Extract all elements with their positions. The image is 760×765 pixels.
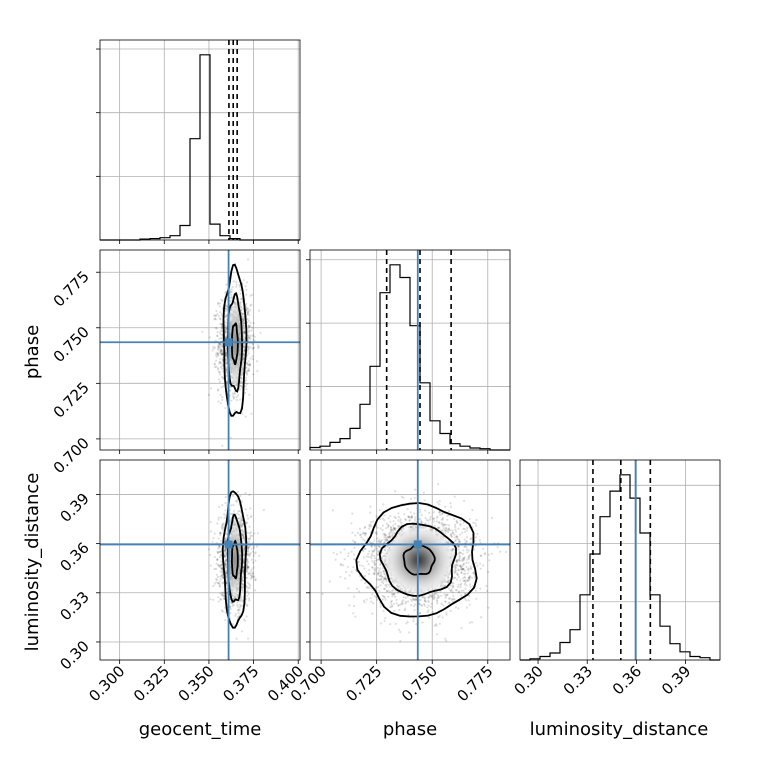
x-tick-label-geocent-time-3: 0.375 <box>219 662 262 705</box>
truth-marker-20 <box>225 540 233 548</box>
x-tick-label-geocent-time-1: 0.325 <box>130 662 173 705</box>
y-tick-label-phase-3: 0.775 <box>50 267 93 310</box>
panel-2d-geocent-time-phase: 0.700 0.725 0.750 0.775 <box>50 250 300 477</box>
x-tick-label-luminosity-distance-0: 0.30 <box>511 662 547 698</box>
y-tick-label-phase-1: 0.725 <box>50 378 93 421</box>
x-tick-label-geocent-time-0: 0.300 <box>85 662 128 705</box>
y-tick-label-luminosity-distance-0: 0.30 <box>56 637 92 673</box>
y-tick-label-phase-2: 0.750 <box>50 323 93 366</box>
x-axis-label-geocent-time: geocent_time <box>139 719 262 740</box>
density-21 <box>322 483 508 642</box>
density-10 <box>201 258 261 447</box>
panel-2d-phase-luminosity-distance <box>306 460 510 664</box>
y-tick-label-luminosity-distance-1: 0.33 <box>56 588 92 624</box>
hist-bars-luminosity-distance <box>520 475 720 660</box>
y-axis-label-phase: phase <box>22 325 43 379</box>
x-axis-label-luminosity-distance: luminosity_distance <box>530 719 709 740</box>
panel-hist-luminosity-distance <box>516 460 720 664</box>
frame-10 <box>100 250 300 450</box>
x-tick-label-luminosity-distance-1: 0.33 <box>560 662 596 698</box>
x-tick-label-geocent-time-2: 0.350 <box>175 662 218 705</box>
panel-hist-geocent-time <box>96 40 300 244</box>
x-tick-label-luminosity-distance-3: 0.39 <box>658 662 694 698</box>
y-tick-label-luminosity-distance-2: 0.36 <box>56 539 92 575</box>
y-axis-label-luminosity-distance: luminosity_distance <box>22 473 43 652</box>
truth-marker-21 <box>414 540 422 548</box>
hist-bars-phase <box>310 265 510 450</box>
x-tick-label-phase-3: 0.775 <box>454 662 497 705</box>
panel-hist-phase <box>306 250 510 454</box>
frame-20 <box>100 460 300 660</box>
x-tick-label-luminosity-distance-2: 0.36 <box>609 662 645 698</box>
density-20 <box>208 491 265 640</box>
y-tick-label-phase-0: 0.700 <box>50 434 93 477</box>
truth-marker-10 <box>225 338 233 346</box>
x-axis-label-phase: phase <box>383 719 437 740</box>
x-tick-label-phase-1: 0.725 <box>342 662 385 705</box>
y-tick-label-luminosity-distance-3: 0.39 <box>56 490 92 526</box>
panel-2d-geocent-time-luminosity-distance: 0.30 0.33 0.36 0.39 <box>56 460 300 673</box>
hist-bars-geocent-time <box>100 55 300 240</box>
x-tick-label-phase-2: 0.750 <box>398 662 441 705</box>
